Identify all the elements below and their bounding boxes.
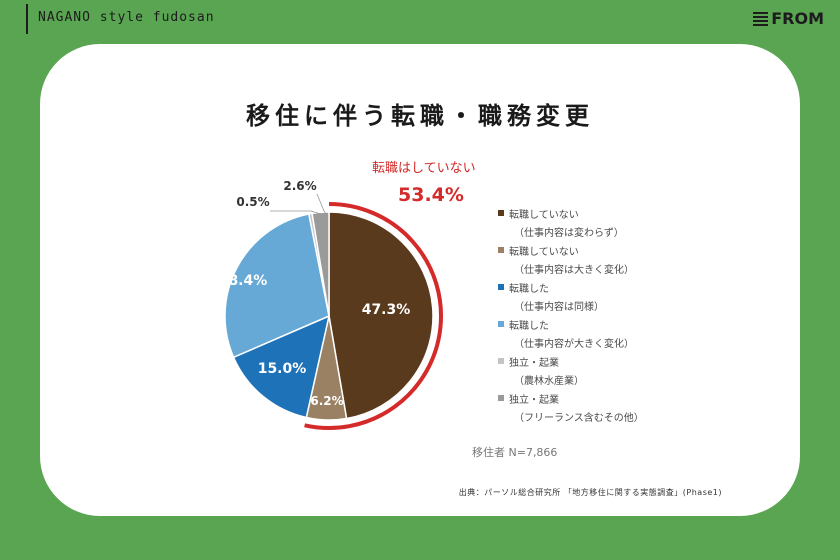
legend-item: 転職した （仕事内容が大きく変化） — [498, 317, 698, 354]
legend-sublabel: （仕事内容は大きく変化） — [514, 265, 634, 276]
legend-swatch — [498, 395, 504, 401]
slice-data-label: 6.2% — [310, 394, 343, 408]
chart-legend: 転職していない （仕事内容は変わらず） 転職していない （仕事内容は大きく変化） 転職し… — [498, 206, 698, 428]
logo-text: FROM — [771, 9, 824, 28]
brand-text: NAGANO style fudosan — [38, 10, 215, 25]
legend-item: 独立・起業 （フリーランス含むその他） — [498, 391, 698, 428]
legend-sublabel: （農林水産業） — [514, 376, 584, 387]
legend-label: 転職していない — [509, 210, 579, 221]
sample-size-note: 移住者 N=7,866 — [472, 446, 558, 459]
pie-slice — [311, 211, 330, 317]
pie-slice — [328, 211, 434, 420]
content-card: 移住に伴う転職・職務変更 47.3% 6.2% 15.0% 28.4% 0.5% 2.6%… — [40, 44, 800, 516]
highlight-label: 転職はしていない — [372, 161, 476, 176]
highlight-arc — [304, 202, 443, 430]
legend-sublabel: （仕事内容は変わらず） — [514, 228, 624, 239]
pie-slice — [224, 213, 330, 359]
legend-label: 独立・起業 — [509, 358, 559, 369]
legend-item: 転職していない （仕事内容は変わらず） — [498, 206, 698, 243]
legend-swatch — [498, 247, 504, 253]
legend-item: 転職していない （仕事内容は大きく変化） — [498, 243, 698, 280]
legend-item: 独立・起業 （農林水産業） — [498, 354, 698, 391]
slice-data-label: 28.4% — [219, 273, 268, 289]
legend-swatch — [498, 358, 504, 364]
leader-line — [316, 193, 328, 216]
page-title: 移住に伴う転職・職務変更 — [246, 102, 594, 130]
brand-divider — [26, 4, 28, 34]
source-citation: 出典：パーソル総合研究所 「地方移住に関する実態調査」(Phase1) — [458, 488, 722, 497]
legend-item: 転職した （仕事内容は同様） — [498, 280, 698, 317]
legend-swatch — [498, 284, 504, 290]
slice-data-label: 0.5% — [236, 195, 269, 209]
leader-line — [270, 210, 328, 217]
legend-swatch — [498, 210, 504, 216]
legend-sublabel: （仕事内容が大きく変化） — [514, 339, 634, 350]
highlight-value: 53.4% — [398, 184, 464, 206]
logo-bars-icon — [753, 11, 769, 26]
top-bar: NAGANO style fudosan FROM — [0, 0, 840, 38]
legend-swatch — [498, 321, 504, 327]
pie-chart: 47.3% 6.2% 15.0% 28.4% 0.5% 2.6% — [219, 179, 443, 430]
legend-label: 独立・起業 — [509, 395, 559, 406]
legend-label: 転職した — [509, 284, 549, 295]
pie-slice — [232, 314, 331, 419]
from-logo[interactable]: FROM — [753, 9, 824, 28]
legend-sublabel: （フリーランス含むその他） — [514, 413, 644, 424]
legend-label: 転職した — [509, 321, 549, 332]
legend-sublabel: （仕事内容は同様） — [514, 302, 604, 313]
slice-data-label: 47.3% — [362, 302, 411, 318]
legend-label: 転職していない — [509, 247, 579, 258]
slice-data-label: 2.6% — [283, 179, 316, 193]
slice-data-label: 15.0% — [258, 361, 307, 377]
